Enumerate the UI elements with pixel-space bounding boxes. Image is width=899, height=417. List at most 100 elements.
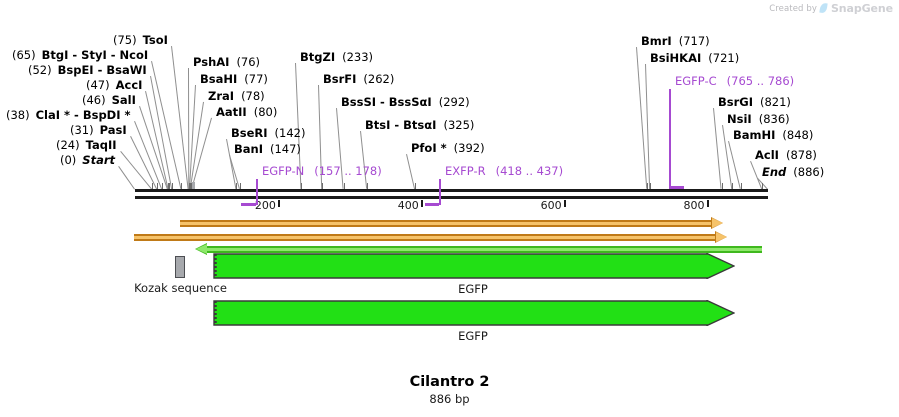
enzyme-label-pasi[interactable]: (31) PasI bbox=[70, 124, 127, 136]
enzyme-label-bspei-bsawi[interactable]: (52) BspEI - BsaWI bbox=[28, 64, 147, 76]
cut-site-tick bbox=[168, 183, 170, 189]
enzyme-label-bmri[interactable]: BmrI (717) bbox=[641, 35, 710, 47]
enzyme-label-btgi-styi-ncoi[interactable]: (65) BtgI - StyI - NcoI bbox=[12, 49, 148, 61]
ruler-tick-label-200: 200 bbox=[254, 199, 276, 212]
enzyme-label-clai-bspdi[interactable]: (38) ClaI * - BspDI * bbox=[6, 109, 131, 121]
label-position: (76) bbox=[236, 55, 261, 69]
label-name: BtsI - BtsαI bbox=[365, 118, 437, 132]
label-position: (233) bbox=[342, 50, 374, 64]
label-name: NsiI bbox=[727, 112, 752, 126]
sequence-backbone-bottom bbox=[135, 196, 768, 199]
enzyme-label-aatii[interactable]: AatII (80) bbox=[216, 106, 277, 118]
label-position: (836) bbox=[758, 112, 790, 126]
enzyme-label-sali[interactable]: (46) SalI bbox=[82, 94, 136, 106]
enzyme-label-bsahi[interactable]: BsaHI (77) bbox=[200, 73, 268, 85]
enzyme-label-end[interactable]: End (886) bbox=[762, 166, 824, 178]
cut-site-tick bbox=[181, 183, 183, 189]
track-body bbox=[180, 220, 713, 227]
enzyme-label-pfoi[interactable]: PfoI * (392) bbox=[411, 142, 485, 154]
cut-site-tick bbox=[343, 183, 345, 189]
label-position: (24) bbox=[56, 138, 80, 152]
label-name: SalI bbox=[111, 93, 136, 107]
enzyme-label-taqii[interactable]: (24) TaqII bbox=[56, 139, 117, 151]
enzyme-label-start[interactable]: (0) Start bbox=[60, 154, 115, 166]
label-position: (52) bbox=[28, 63, 52, 77]
watermark-brand: SnapGene bbox=[830, 2, 893, 15]
enzyme-label-zrai[interactable]: ZraI (78) bbox=[208, 90, 265, 102]
cut-site-tick bbox=[732, 183, 734, 189]
egfp-arrow-1[interactable] bbox=[213, 253, 735, 279]
enzyme-label-bamhi[interactable]: BamHI (848) bbox=[733, 129, 813, 141]
enzyme-label-bsihkai[interactable]: BsiHKAI (721) bbox=[650, 52, 739, 64]
green-track-1[interactable] bbox=[195, 243, 762, 255]
cut-site-tick bbox=[721, 183, 723, 189]
kozak-sequence-box[interactable] bbox=[175, 256, 185, 278]
enzyme-label-acli[interactable]: AclI (878) bbox=[755, 149, 817, 161]
cut-site-tick bbox=[190, 183, 192, 189]
cut-site-tick bbox=[240, 183, 242, 189]
feature-label-egfp-n[interactable]: EGFP-N (157 .. 178) bbox=[262, 165, 382, 177]
feature-label-exfp-r[interactable]: EXFP-R (418 .. 437) bbox=[445, 165, 563, 177]
enzyme-label-pshai[interactable]: PshAI (76) bbox=[193, 56, 260, 68]
bracket-foot bbox=[669, 186, 684, 189]
leader-line bbox=[360, 131, 368, 190]
leader-line bbox=[118, 166, 135, 190]
enzyme-label-bseri[interactable]: BseRI (142) bbox=[231, 127, 305, 139]
label-name: AatII bbox=[216, 105, 247, 119]
snapgene-watermark: Created by SnapGene bbox=[769, 2, 893, 15]
label-position: (878) bbox=[785, 148, 817, 162]
enzyme-label-acci[interactable]: (47) AccI bbox=[86, 79, 142, 91]
label-name: BsrFI bbox=[323, 72, 357, 86]
orange-track-1[interactable] bbox=[180, 217, 723, 229]
enzyme-label-nsii[interactable]: NsiI (836) bbox=[727, 113, 790, 125]
leader-line bbox=[722, 125, 733, 190]
label-position: (157 .. 178) bbox=[314, 164, 382, 178]
label-name: BmrI bbox=[641, 34, 672, 48]
leader-line bbox=[406, 154, 416, 190]
page-title: Cilantro 2 bbox=[409, 374, 490, 390]
cut-site-tick bbox=[322, 183, 324, 189]
enzyme-label-bani[interactable]: BanI (147) bbox=[234, 143, 301, 155]
bracket-stem bbox=[439, 179, 441, 205]
label-position: (325) bbox=[443, 118, 475, 132]
bracket-foot bbox=[425, 203, 439, 206]
label-position: (848) bbox=[782, 128, 814, 142]
enzyme-label-tsoi[interactable]: (75) TsoI bbox=[113, 34, 168, 46]
enzyme-label-btgzi[interactable]: BtgZI (233) bbox=[300, 51, 373, 63]
egfp-arrow-label: EGFP bbox=[458, 282, 488, 296]
sequence-length-label: 886 bp bbox=[429, 392, 470, 406]
label-name: AclI bbox=[755, 148, 779, 162]
cut-site-tick bbox=[650, 183, 652, 189]
bracket-stem bbox=[669, 89, 671, 187]
egfp-arrow-label: EGFP bbox=[458, 329, 488, 343]
label-name: PfoI * bbox=[411, 141, 447, 155]
cut-site-tick bbox=[157, 183, 159, 189]
label-position: (77) bbox=[244, 72, 268, 86]
label-name: EGFP-N bbox=[262, 164, 305, 178]
label-position: (721) bbox=[708, 51, 740, 65]
cut-site-tick bbox=[301, 183, 303, 189]
label-name: BsaHI bbox=[200, 72, 238, 86]
cut-site-tick bbox=[152, 183, 154, 189]
track-arrowhead bbox=[196, 244, 207, 254]
label-position: (418 .. 437) bbox=[495, 164, 564, 178]
cut-site-tick bbox=[189, 183, 191, 189]
egfp-arrow-2[interactable] bbox=[213, 300, 735, 326]
feature-label-egfp-c[interactable]: EGFP-C (765 .. 786) bbox=[675, 75, 794, 87]
label-position: (75) bbox=[113, 33, 137, 47]
track-arrowhead bbox=[716, 232, 727, 242]
enzyme-label-bsssi-bsssai[interactable]: BssSI - BssSαI (292) bbox=[341, 96, 470, 108]
egfp-arrow-shape bbox=[213, 253, 735, 279]
kozak-tick bbox=[192, 182, 196, 189]
enzyme-label-bsrgi[interactable]: BsrGI (821) bbox=[718, 96, 791, 108]
enzyme-label-btsi-btsai[interactable]: BtsI - BtsαI (325) bbox=[365, 119, 474, 131]
enzyme-label-bsrfi[interactable]: BsrFI (262) bbox=[323, 73, 394, 85]
label-name: PshAI bbox=[193, 55, 230, 69]
kozak-sequence-label: Kozak sequence bbox=[134, 281, 227, 295]
label-name: TaqII bbox=[85, 138, 117, 152]
cut-site-tick bbox=[415, 183, 417, 189]
cut-site-tick bbox=[740, 183, 742, 189]
label-name: BtgZI bbox=[300, 50, 336, 64]
orange-track-2[interactable] bbox=[134, 231, 727, 243]
